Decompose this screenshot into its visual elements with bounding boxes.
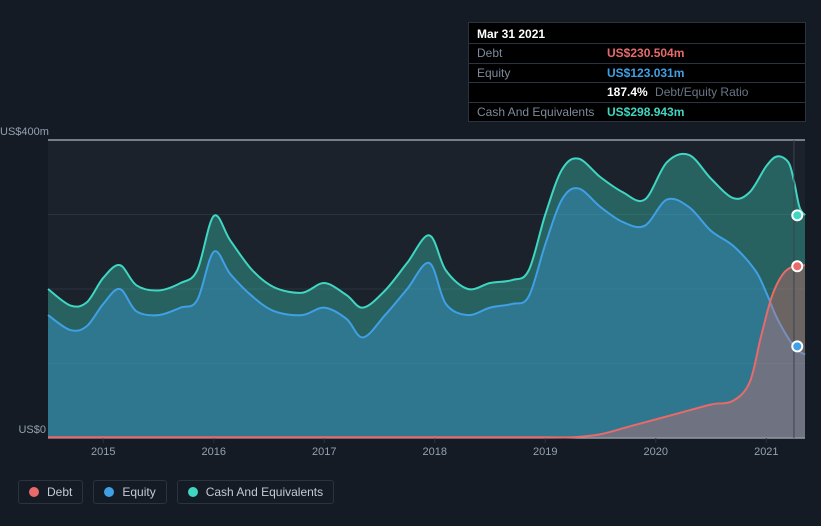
tooltip-row-label (477, 85, 607, 99)
end-marker-cash (792, 210, 802, 220)
tooltip-row: 187.4% Debt/Equity Ratio (469, 83, 805, 102)
legend-item-debt[interactable]: Debt (18, 480, 83, 504)
end-marker-debt (792, 261, 802, 271)
chart-tooltip: Mar 31 2021 DebtUS$230.504mEquityUS$123.… (468, 22, 806, 122)
legend-swatch (188, 487, 198, 497)
legend-item-cash[interactable]: Cash And Equivalents (177, 480, 334, 504)
tooltip-date: Mar 31 2021 (469, 23, 805, 44)
tooltip-row: EquityUS$123.031m (469, 64, 805, 83)
legend-label: Equity (122, 485, 155, 499)
tooltip-row-value: US$230.504m (607, 46, 684, 60)
legend-label: Debt (47, 485, 72, 499)
tooltip-row-ratio: 187.4% Debt/Equity Ratio (607, 85, 748, 99)
tooltip-row-label: Equity (477, 66, 607, 80)
tooltip-row: DebtUS$230.504m (469, 44, 805, 63)
legend-swatch (29, 487, 39, 497)
end-marker-equity (792, 341, 802, 351)
tooltip-row: Cash And EquivalentsUS$298.943m (469, 103, 805, 121)
tooltip-row-value: US$298.943m (607, 105, 684, 119)
chart-legend: Debt Equity Cash And Equivalents (18, 480, 334, 504)
legend-item-equity[interactable]: Equity (93, 480, 166, 504)
legend-swatch (104, 487, 114, 497)
tooltip-row-label: Cash And Equivalents (477, 105, 607, 119)
tooltip-row-value: US$123.031m (607, 66, 684, 80)
tooltip-row-label: Debt (477, 46, 607, 60)
legend-label: Cash And Equivalents (206, 485, 323, 499)
